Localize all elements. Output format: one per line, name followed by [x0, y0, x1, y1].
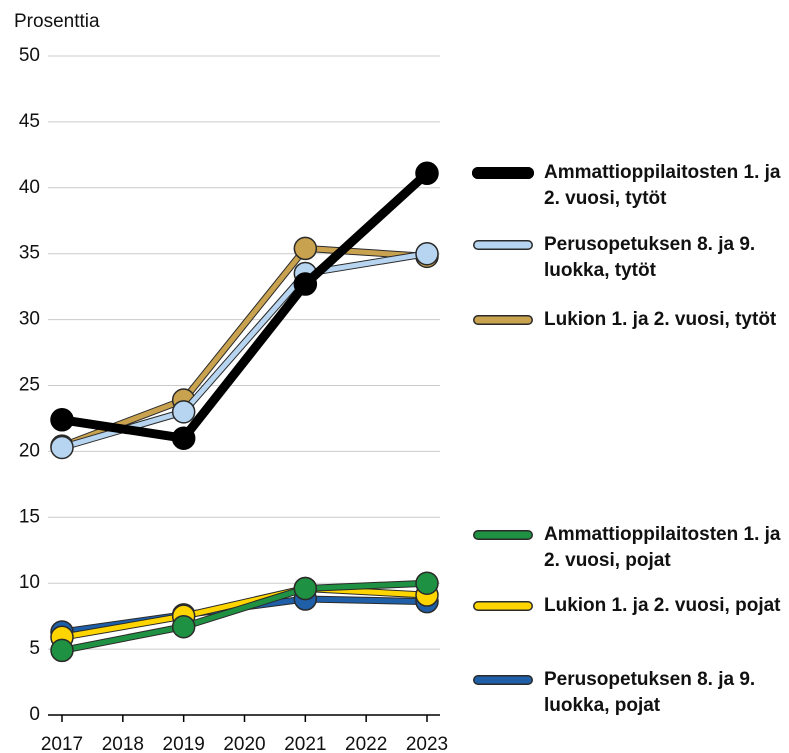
x-tick-label: 2023 [406, 734, 448, 753]
marker [171, 426, 196, 450]
y-tick-label: 45 [19, 111, 40, 132]
legend-item: Perusopetuksen 8. ja 9. luokka, tytöt [472, 232, 782, 292]
legend-label: Ammattioppilaitosten 1. ja 2. vuosi, poj… [544, 524, 781, 571]
legend-item: Ammattioppilaitosten 1. ja 2. vuosi, tyt… [472, 160, 782, 220]
marker [415, 571, 439, 595]
legend-label: Lukion 1. ja 2. vuosi, tytöt [544, 309, 777, 330]
x-tick-label: 2022 [345, 734, 387, 753]
legend-swatch [473, 530, 533, 540]
y-tick-label: 20 [19, 440, 40, 461]
marker [415, 241, 439, 266]
x-tick-label: 2018 [102, 734, 144, 753]
legend-item: Lukion 1. ja 2. vuosi, tytöt [472, 307, 782, 367]
marker [293, 236, 318, 261]
line [61, 245, 428, 449]
marker [50, 408, 74, 432]
line [61, 585, 428, 640]
marker [171, 614, 196, 639]
y-tick-label: 10 [19, 572, 40, 593]
legend-swatch [473, 675, 533, 685]
marker [50, 638, 74, 663]
series [50, 161, 439, 450]
line [61, 169, 431, 443]
line-outline [61, 250, 428, 451]
y-tick-label: 25 [19, 375, 40, 396]
y-tick-label: 50 [19, 45, 40, 66]
y-axis-title: Prosenttia [14, 11, 100, 32]
x-tick-label: 2017 [41, 734, 83, 753]
y-tick-label: 15 [19, 506, 40, 527]
y-tick-label: 35 [19, 243, 40, 264]
legend-item: Ammattioppilaitosten 1. ja 2. vuosi, poj… [472, 522, 782, 582]
legend-swatch [473, 240, 533, 250]
y-tick-label: 30 [19, 309, 40, 330]
legend-item: Lukion 1. ja 2. vuosi, pojat [472, 593, 782, 653]
x-tick-label: 2019 [163, 734, 205, 753]
series [50, 571, 439, 663]
legend-label: Perusopetuksen 8. ja 9. luokka, tytöt [544, 234, 756, 281]
legend-swatch [473, 601, 533, 611]
marker [50, 435, 74, 460]
x-tick-label: 2021 [284, 734, 326, 753]
legend-item: Perusopetuksen 8. ja 9. luokka, pojat [472, 667, 782, 727]
series [50, 587, 439, 644]
line [61, 251, 428, 450]
marker [293, 272, 318, 296]
marker [293, 576, 318, 601]
marker [415, 161, 439, 186]
x-tick-label: 2020 [223, 734, 265, 753]
marker [171, 400, 196, 424]
legend-label: Lukion 1. ja 2. vuosi, pojat [544, 595, 781, 616]
y-tick-label: 5 [29, 638, 40, 659]
legend-swatch [472, 167, 534, 179]
line [61, 580, 428, 653]
legend-label: Perusopetuksen 8. ja 9. luokka, pojat [544, 669, 756, 716]
legend-label: Ammattioppilaitosten 1. ja 2. vuosi, tyt… [544, 162, 781, 209]
legend-swatch [473, 315, 533, 325]
y-tick-label: 0 [29, 704, 40, 725]
y-tick-label: 40 [19, 177, 40, 198]
